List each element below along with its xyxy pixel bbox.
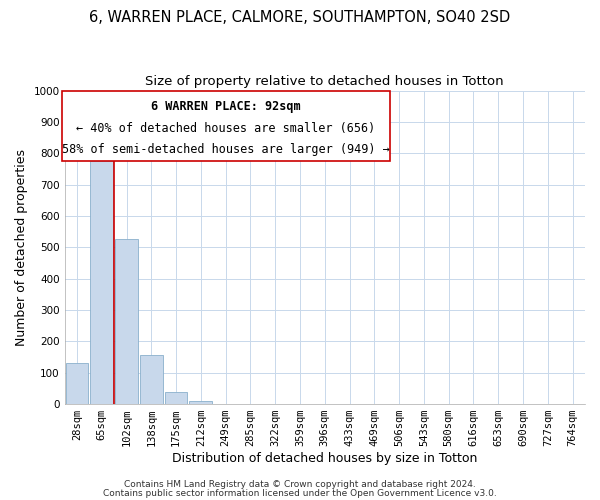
Bar (190, 401, 212, 404)
Text: Contains public sector information licensed under the Open Government Licence v3: Contains public sector information licen… (103, 489, 497, 498)
Bar (91, 161, 113, 404)
Text: ← 40% of detached houses are smaller (656): ← 40% of detached houses are smaller (65… (76, 122, 376, 135)
Bar (164, 392, 187, 404)
Text: 58% of semi-detached houses are larger (949) →: 58% of semi-detached houses are larger (… (62, 143, 390, 156)
Bar (65, 364, 88, 404)
Text: Contains HM Land Registry data © Crown copyright and database right 2024.: Contains HM Land Registry data © Crown c… (124, 480, 476, 489)
Text: 6 WARREN PLACE: 92sqm: 6 WARREN PLACE: 92sqm (151, 100, 301, 114)
Title: Size of property relative to detached houses in Totton: Size of property relative to detached ho… (145, 75, 504, 88)
FancyBboxPatch shape (62, 90, 390, 161)
Y-axis label: Number of detached properties: Number of detached properties (15, 149, 28, 346)
X-axis label: Distribution of detached houses by size in Totton: Distribution of detached houses by size … (172, 452, 478, 465)
Bar (140, 356, 163, 404)
Bar (115, 240, 138, 404)
Text: 6, WARREN PLACE, CALMORE, SOUTHAMPTON, SO40 2SD: 6, WARREN PLACE, CALMORE, SOUTHAMPTON, S… (89, 10, 511, 25)
